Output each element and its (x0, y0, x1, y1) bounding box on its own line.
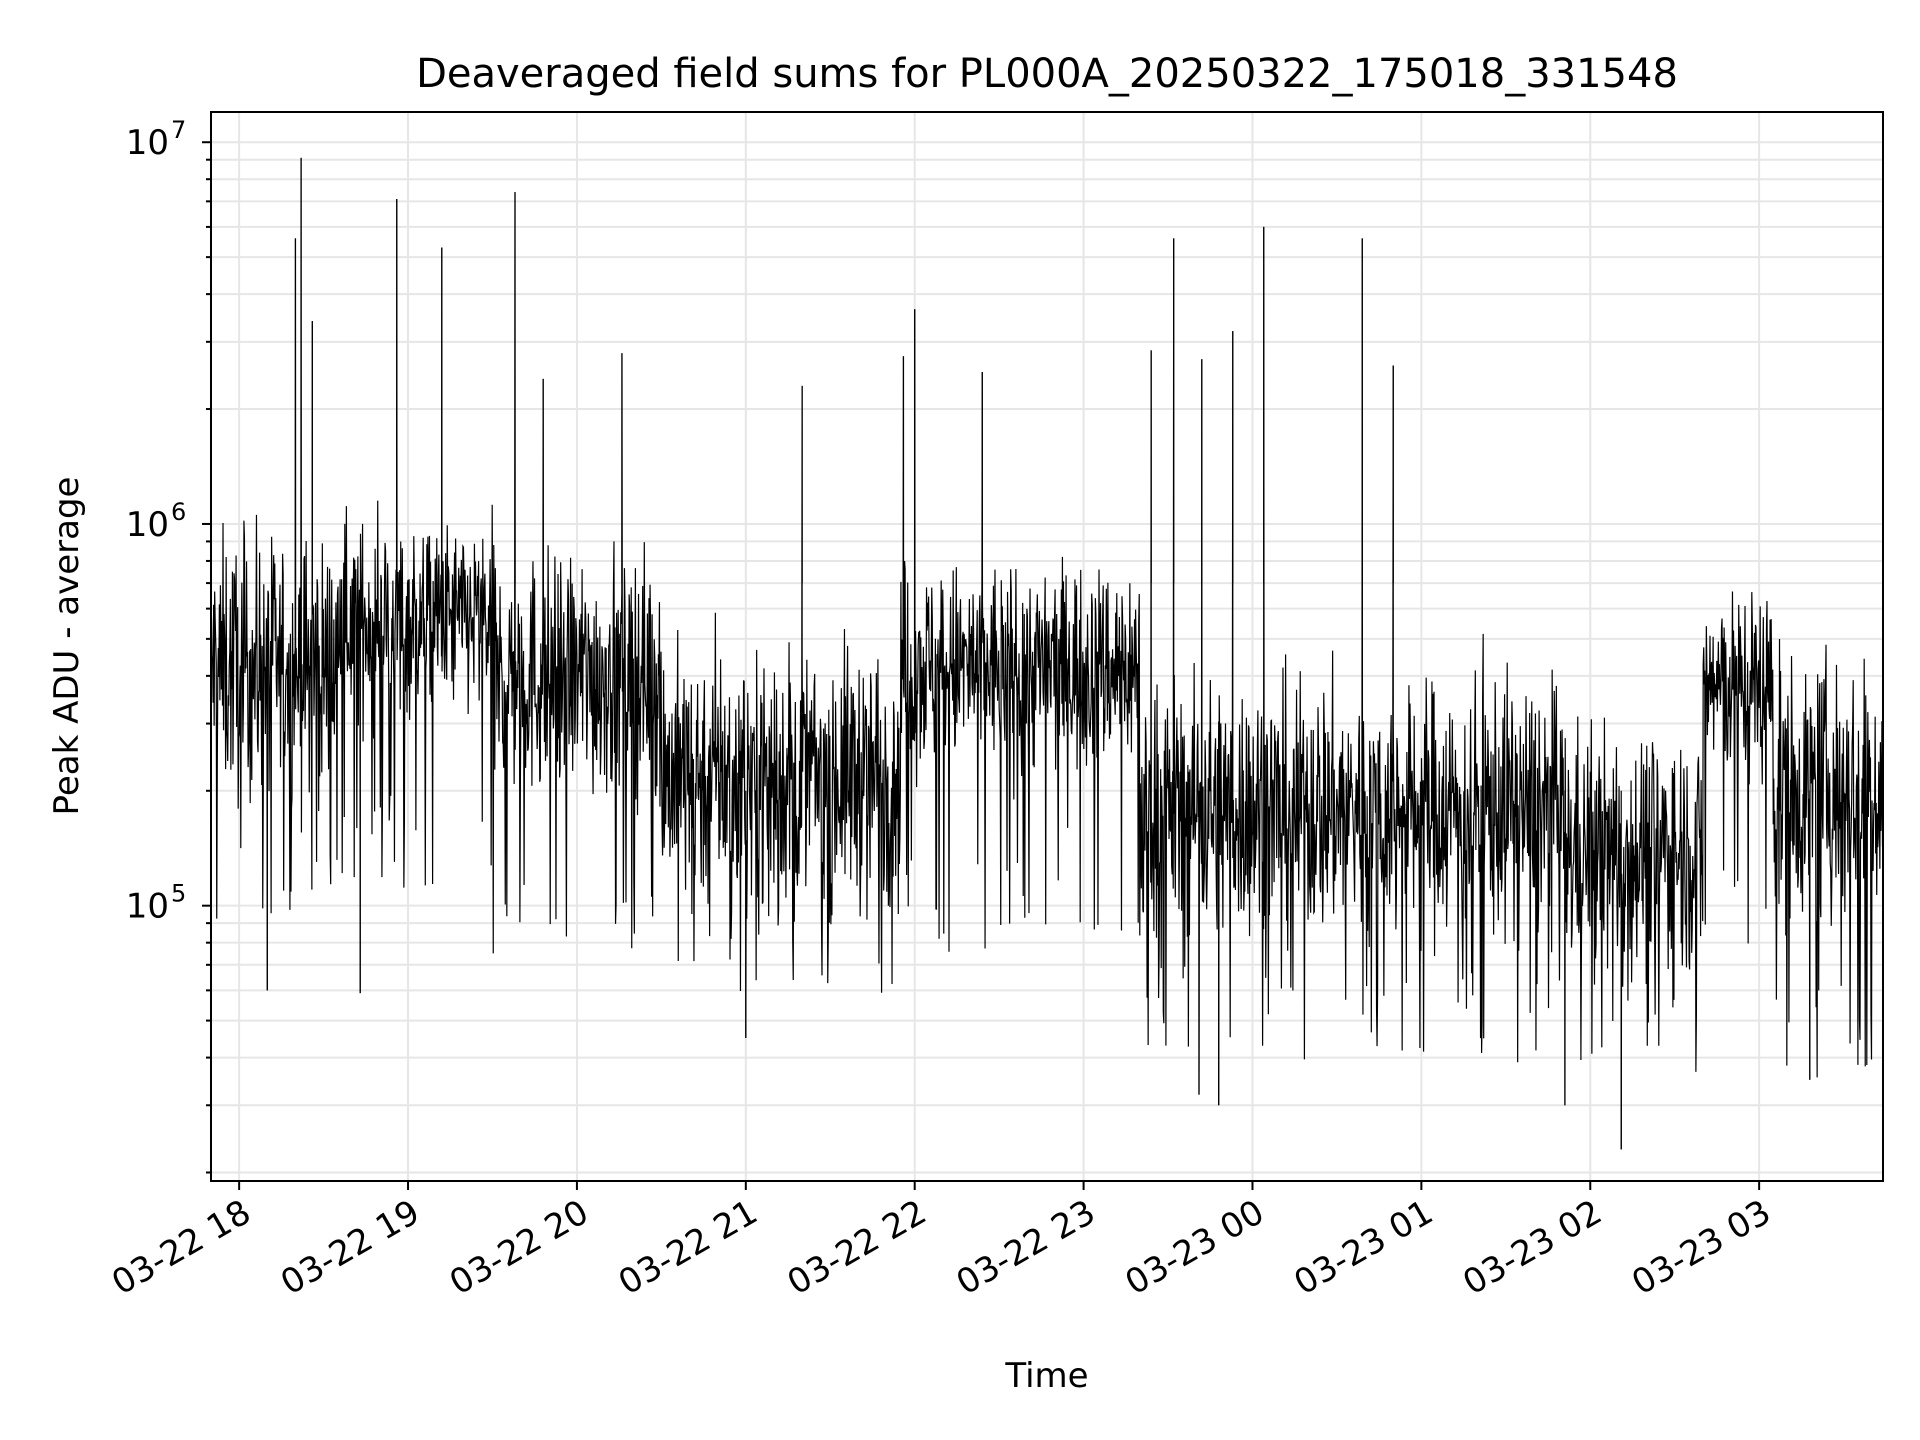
y-tick-exponent: 7 (171, 116, 186, 144)
series-line (210, 157, 1884, 1150)
x-tick-label: 03-22 21 (612, 1192, 764, 1303)
x-tick-label: 03-22 19 (274, 1192, 426, 1303)
y-tick-label: 10 (126, 505, 169, 545)
x-tick-label: 03-23 02 (1456, 1192, 1608, 1303)
y-tick-label: 10 (126, 887, 169, 927)
x-axis-label: Time (1004, 1356, 1088, 1396)
y-tick-label: 10 (126, 123, 169, 163)
x-axis: 03-22 18 03-22 19 03-22 20 03-22 21 03-22 22… (105, 1181, 1778, 1303)
y-axis-label: Peak ADU - average (47, 477, 87, 816)
y-tick-exponent: 6 (171, 498, 186, 526)
x-tick-label: 03-23 01 (1287, 1192, 1439, 1303)
x-tick-label: 03-22 18 (105, 1192, 257, 1303)
x-tick-label: 03-23 03 (1625, 1192, 1777, 1303)
x-tick-label: 03-22 22 (781, 1192, 933, 1303)
y-tick-exponent: 5 (171, 880, 186, 908)
series-layer (210, 157, 1884, 1150)
plot-frame (210, 111, 1884, 1182)
chart-title: Deaveraged field sums for PL000A_2025032… (416, 51, 1678, 97)
x-tick-label: 03-22 23 (950, 1192, 1102, 1303)
x-tick-label: 03-23 00 (1119, 1192, 1271, 1303)
x-tick-label: 03-22 20 (443, 1192, 595, 1303)
